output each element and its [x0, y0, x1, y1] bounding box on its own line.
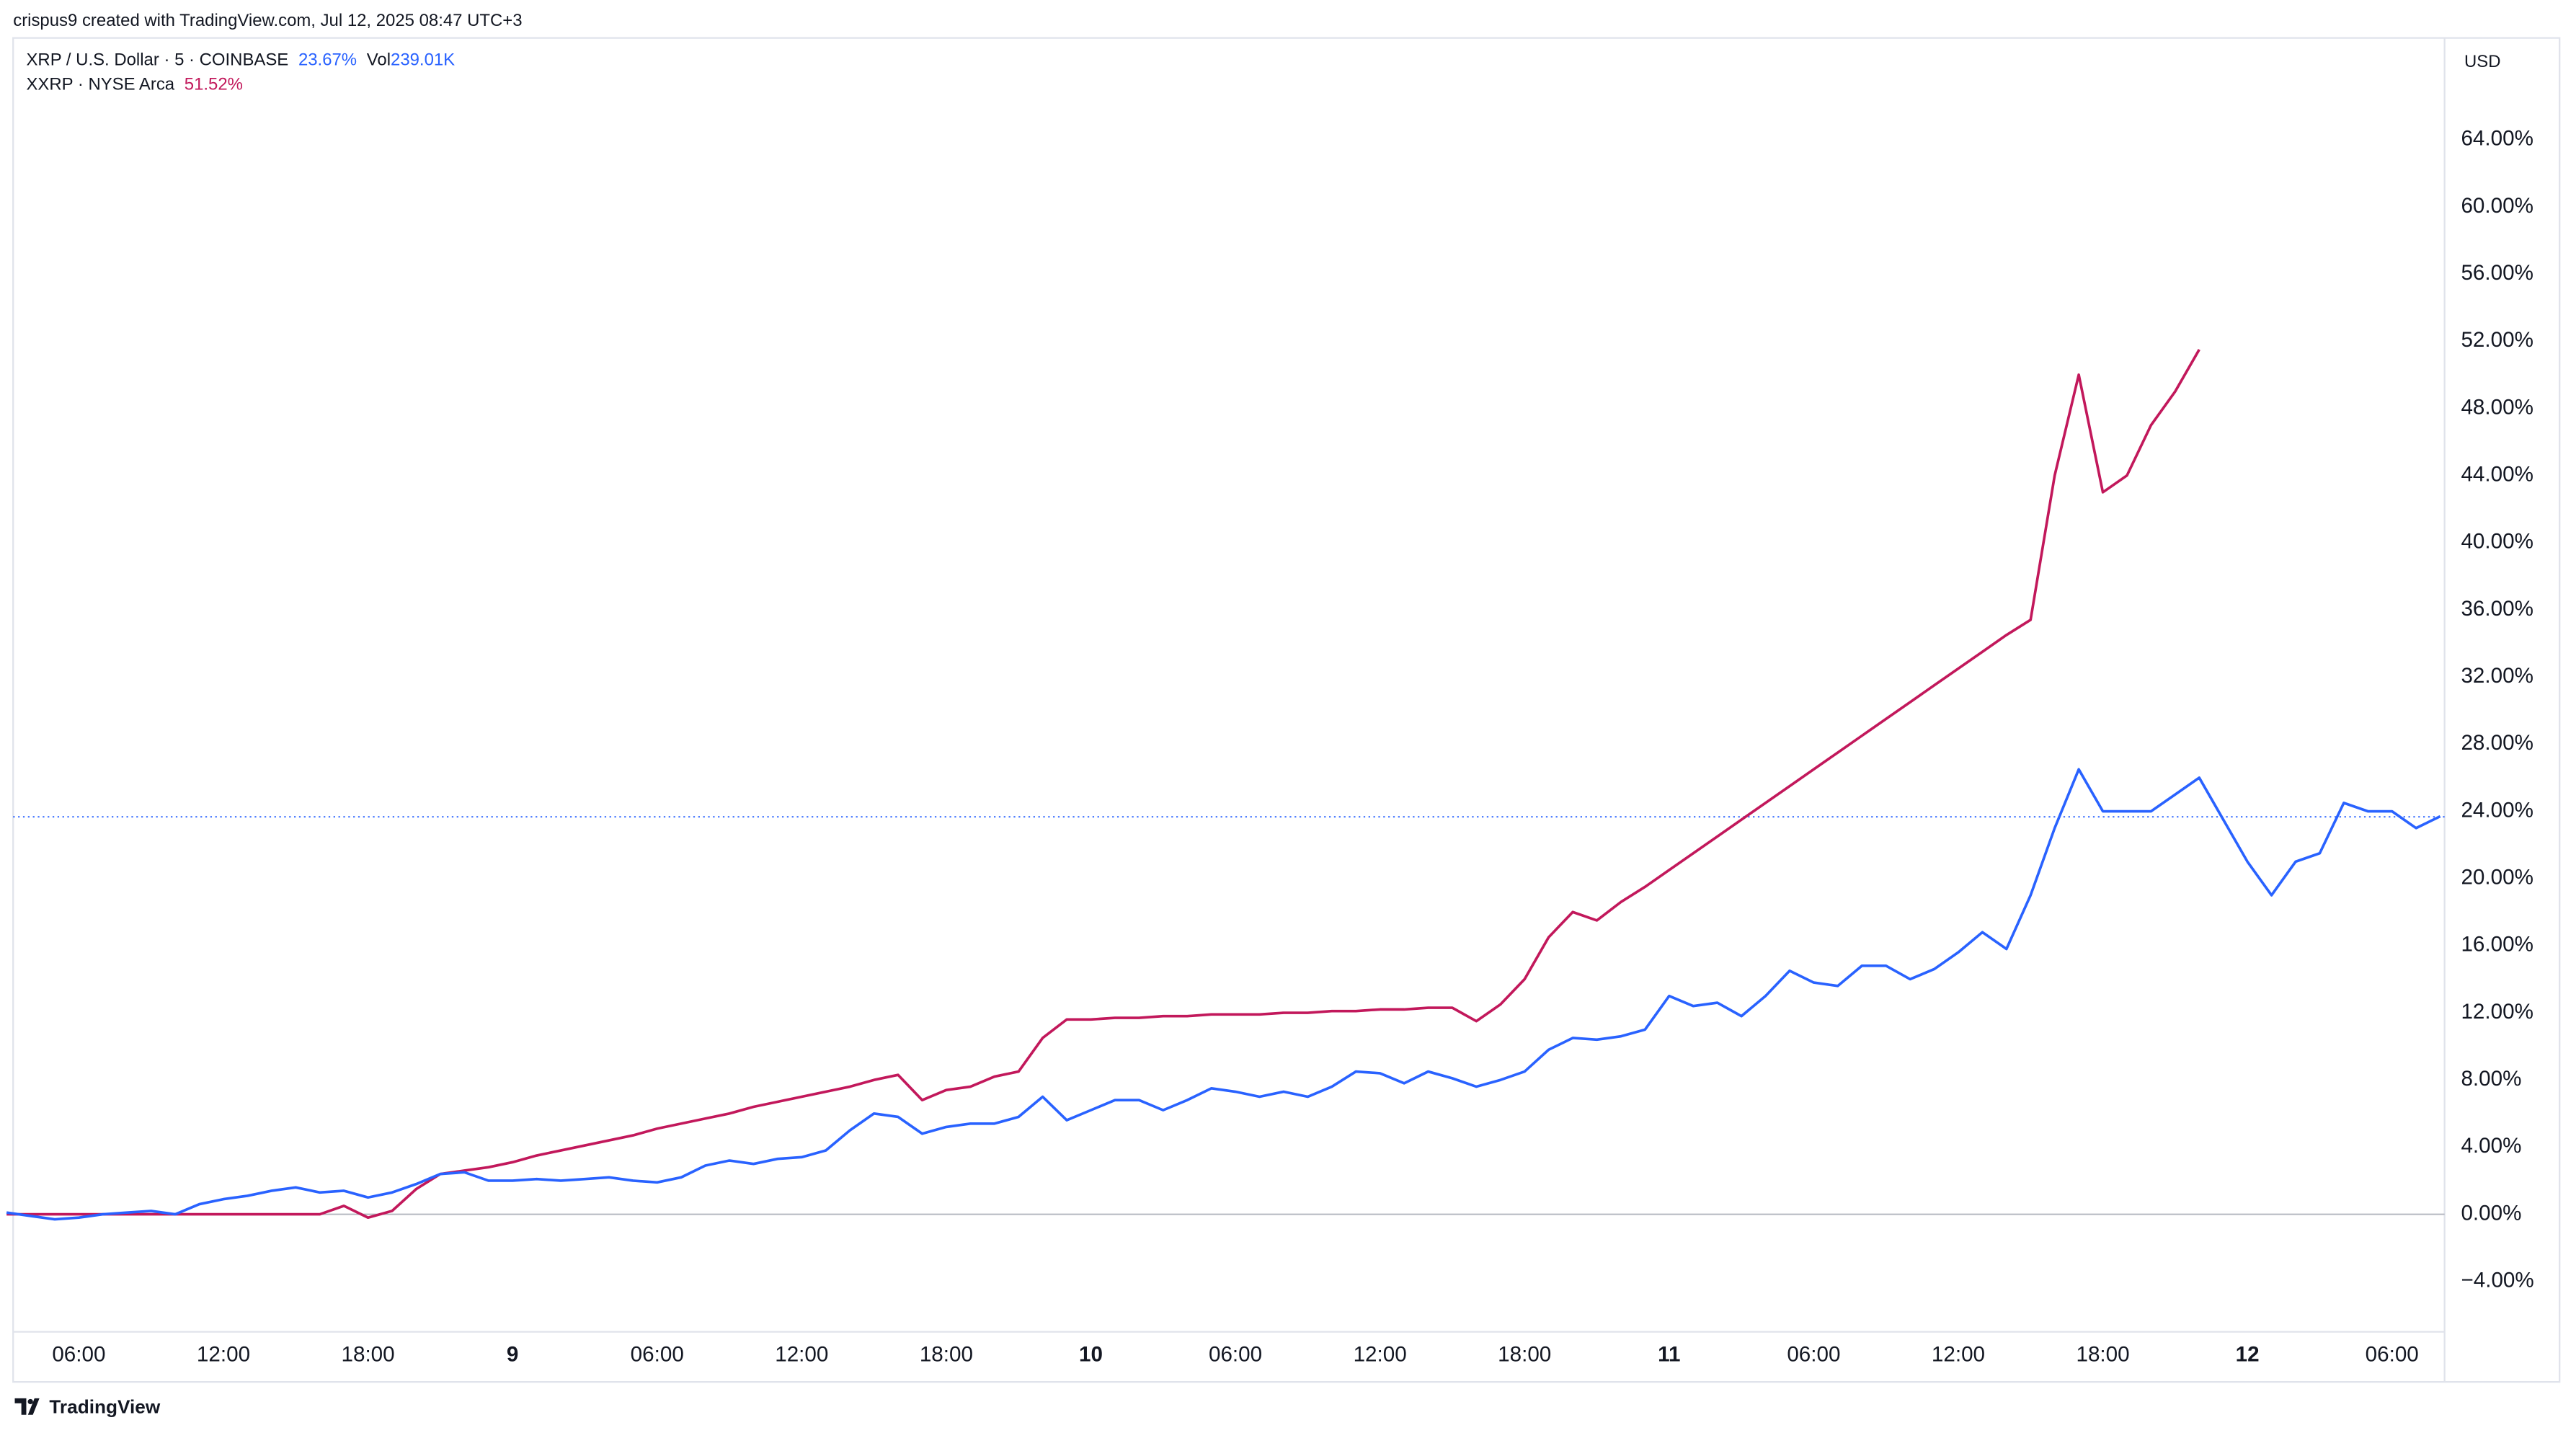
x-tick-label: 06:00 — [631, 1342, 684, 1366]
x-tick-label: 12:00 — [775, 1342, 828, 1366]
y-tick-label: 24.00% — [2461, 798, 2533, 822]
y-tick-label: 4.00% — [2461, 1134, 2521, 1158]
brand-logo — [14, 1398, 40, 1415]
y-tick-label: 36.00% — [2461, 597, 2533, 621]
x-tick-label: 12:00 — [1354, 1342, 1407, 1366]
legend-value: 23.67% — [298, 50, 357, 70]
y-tick-label: 56.00% — [2461, 261, 2533, 285]
brand: TradingView — [49, 1396, 160, 1418]
y-tick-label: −4.00% — [2461, 1269, 2533, 1292]
y-tick-label: 0.00% — [2461, 1201, 2521, 1225]
y-tick-label: 28.00% — [2461, 731, 2533, 755]
x-tick-label: 10 — [1079, 1342, 1103, 1366]
legend-name: XXRP · NYSE Arca — [26, 75, 174, 94]
x-tick-label: 18:00 — [920, 1342, 973, 1366]
x-tick-label: 18:00 — [2076, 1342, 2129, 1366]
x-tick-label: 12:00 — [1932, 1342, 1985, 1366]
y-tick-label: 64.00% — [2461, 127, 2533, 151]
x-tick-label: 06:00 — [2366, 1342, 2419, 1366]
y-tick-label: 20.00% — [2461, 866, 2533, 889]
series-line — [6, 768, 2441, 1221]
y-tick-label: 60.00% — [2461, 194, 2533, 218]
y-tick-label: 52.00% — [2461, 328, 2533, 352]
x-tick-label: 18:00 — [1498, 1342, 1551, 1366]
y-tick-label: 40.00% — [2461, 530, 2533, 554]
legend-volume: 239.01K — [391, 50, 455, 70]
currency: USD — [2464, 52, 2501, 71]
y-tick-label: 32.00% — [2461, 664, 2533, 688]
x-tick-label: 06:00 — [52, 1342, 105, 1366]
legend-name: XRP / U.S. Dollar · 5 · COINBASE — [26, 50, 288, 70]
legend-entry: XRP / U.S. Dollar · 5 · COINBASE 23.67% Vo… — [26, 50, 455, 70]
legend-value: 51.52% — [185, 75, 243, 94]
series-line — [6, 349, 2200, 1220]
x-tick-label: 12:00 — [197, 1342, 250, 1366]
x-tick-label: 06:00 — [1209, 1342, 1262, 1366]
header: crispus9 created with TradingView.com, J… — [13, 11, 522, 30]
y-tick-label: 8.00% — [2461, 1067, 2521, 1091]
y-tick-label: 12.00% — [2461, 1000, 2533, 1024]
x-tick-label: 06:00 — [1787, 1342, 1840, 1366]
x-tick-label: 11 — [1658, 1342, 1680, 1366]
x-tick-label: 18:00 — [342, 1342, 395, 1366]
y-tick-label: 48.00% — [2461, 395, 2533, 419]
x-tick-label: 12 — [2236, 1342, 2260, 1366]
x-tick-label: 9 — [507, 1342, 518, 1366]
legend-entry: XXRP · NYSE Arca 51.52% — [26, 75, 242, 94]
y-tick-label: 44.00% — [2461, 462, 2533, 486]
legend-volume-title: Vol — [367, 50, 391, 70]
frame — [12, 37, 2561, 1383]
y-tick-label: 16.00% — [2461, 933, 2533, 957]
